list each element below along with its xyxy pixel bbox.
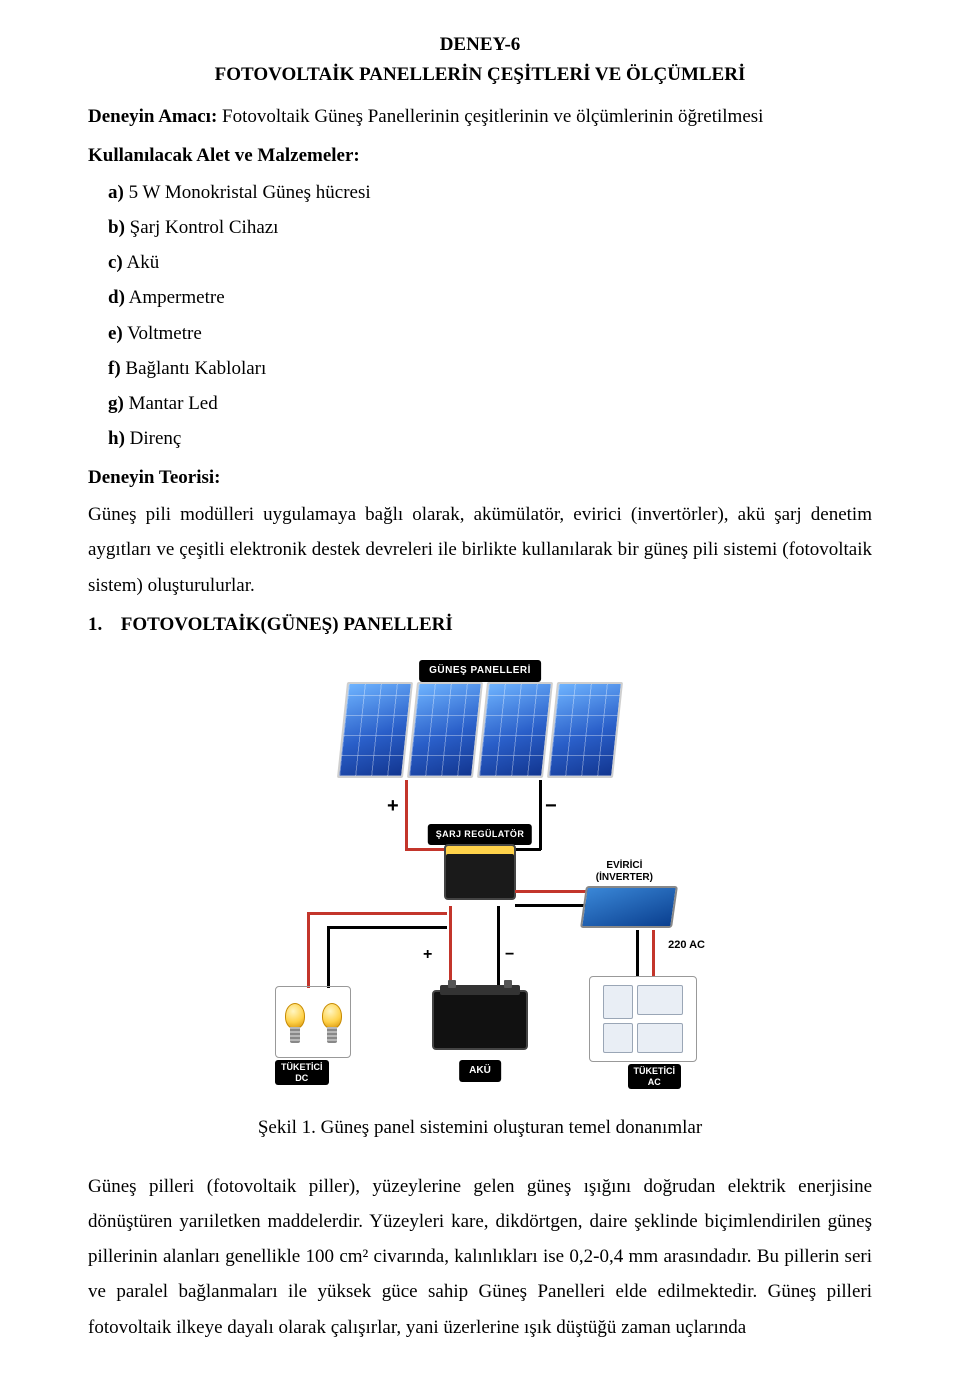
material-item: b) Şarj Kontrol Cihazı xyxy=(108,210,872,245)
material-letter: g) xyxy=(108,393,124,414)
wire-black xyxy=(497,906,500,992)
material-letter: f) xyxy=(108,358,121,379)
theory-label: Deneyin Teorisi: xyxy=(88,460,872,495)
aim-label: Deneyin Amacı: xyxy=(88,106,217,127)
theory-para: Güneş pili modülleri uygulamaya bağlı ol… xyxy=(88,497,872,602)
label-inverter-line1: EVİRİCİ xyxy=(606,860,642,871)
aim-line: Deneyin Amacı: Fotovoltaik Güneş Panelle… xyxy=(88,99,872,134)
wire-red xyxy=(307,912,310,988)
plus-icon: + xyxy=(423,940,432,970)
label-inverter-line2: (İNVERTER) xyxy=(596,872,653,883)
material-text: Ampermetre xyxy=(129,287,225,308)
charge-regulator-icon xyxy=(444,844,516,900)
minus-icon: − xyxy=(505,940,514,970)
appliance-icon xyxy=(637,1023,683,1053)
solar-panel-icon xyxy=(407,682,483,778)
figure-caption: Şekil 1. Güneş panel sistemini oluşturan… xyxy=(258,1110,702,1145)
materials-list: a) 5 W Monokristal Güneş hücresi b) Şarj… xyxy=(108,175,872,456)
material-text: Voltmetre xyxy=(127,323,202,344)
material-letter: c) xyxy=(108,252,123,273)
solar-panel-icon xyxy=(477,682,553,778)
wire-red xyxy=(405,780,408,850)
battery-terminal xyxy=(504,980,512,988)
battery-icon xyxy=(432,990,528,1050)
label-ac-line1: TÜKETİCİ xyxy=(634,1066,676,1076)
material-item: h) Direnç xyxy=(108,421,872,456)
inverter-icon xyxy=(580,886,678,928)
material-text: Mantar Led xyxy=(129,393,218,414)
material-item: a) 5 W Monokristal Güneş hücresi xyxy=(108,175,872,210)
material-item: d) Ampermetre xyxy=(108,280,872,315)
plus-icon: + xyxy=(387,788,399,825)
caption-text: Güneş panel sistemini oluşturan temel do… xyxy=(321,1117,703,1138)
material-item: c) Akü xyxy=(108,245,872,280)
material-text: Bağlantı Kabloları xyxy=(125,358,266,379)
figure-1: GÜNEŞ PANELLERİ + − ŞARJ REGÜLATÖR EVİRİ… xyxy=(88,660,872,1145)
solar-panel-array xyxy=(342,682,618,778)
caption-prefix: Şekil 1. xyxy=(258,1117,321,1138)
materials-label: Kullanılacak Alet ve Malzemeler: xyxy=(88,138,872,173)
section-number: 1. xyxy=(88,607,116,642)
battery-terminal xyxy=(448,980,456,988)
appliance-icon xyxy=(603,1023,633,1053)
label-dc-line2: DC xyxy=(295,1073,308,1083)
label-ac-consumer: TÜKETİCİ AC xyxy=(628,1064,682,1090)
material-letter: b) xyxy=(108,217,125,238)
wire-red xyxy=(515,890,589,893)
appliance-icon xyxy=(603,985,633,1019)
label-ac-line2: AC xyxy=(648,1077,661,1087)
material-item: f) Bağlantı Kabloları xyxy=(108,351,872,386)
material-letter: e) xyxy=(108,323,123,344)
doc-subtitle: FOTOVOLTAİK PANELLERİN ÇEŞİTLERİ VE ÖLÇÜ… xyxy=(88,60,872,90)
wire-black xyxy=(327,926,447,929)
label-dc-line1: TÜKETİCİ xyxy=(281,1062,323,1072)
material-letter: a) xyxy=(108,182,124,203)
body-paragraph: Güneş pilleri (fotovoltaik piller), yüze… xyxy=(88,1169,872,1345)
wire-red xyxy=(307,912,447,915)
solar-panel-icon xyxy=(547,682,623,778)
material-letter: h) xyxy=(108,428,125,449)
material-text: Akü xyxy=(126,252,159,273)
bulb-icon xyxy=(321,1003,343,1051)
material-letter: d) xyxy=(108,287,125,308)
label-220ac: 220 AC xyxy=(668,935,705,955)
solar-system-diagram: GÜNEŞ PANELLERİ + − ŞARJ REGÜLATÖR EVİRİ… xyxy=(245,660,715,1100)
material-text: Direnç xyxy=(130,428,182,449)
section-title: FOTOVOLTAİK(GÜNEŞ) PANELLERİ xyxy=(121,614,453,635)
minus-icon: − xyxy=(545,788,557,825)
solar-panel-icon xyxy=(337,682,413,778)
wire-black xyxy=(515,904,589,907)
doc-title: DENEY-6 xyxy=(88,30,872,60)
label-battery: AKÜ xyxy=(459,1060,501,1083)
label-panels: GÜNEŞ PANELLERİ xyxy=(419,660,541,683)
document-page: DENEY-6 FOTOVOLTAİK PANELLERİN ÇEŞİTLERİ… xyxy=(0,0,960,1345)
wire-red xyxy=(652,930,655,976)
material-item: e) Voltmetre xyxy=(108,316,872,351)
aim-text: Fotovoltaik Güneş Panellerinin çeşitleri… xyxy=(217,106,763,127)
dc-consumer-box xyxy=(275,986,351,1058)
wire-black xyxy=(327,926,330,988)
label-inverter: EVİRİCİ (İNVERTER) xyxy=(596,860,653,884)
appliance-icon xyxy=(637,985,683,1015)
ac-consumer-box xyxy=(589,976,697,1062)
bulb-icon xyxy=(284,1003,306,1051)
section-heading: 1. FOTOVOLTAİK(GÜNEŞ) PANELLERİ xyxy=(88,607,872,642)
material-item: g) Mantar Led xyxy=(108,386,872,421)
wire-black xyxy=(539,780,542,850)
material-text: Şarj Kontrol Cihazı xyxy=(130,217,279,238)
label-regulator: ŞARJ REGÜLATÖR xyxy=(428,824,532,845)
wire-black xyxy=(636,930,639,976)
material-text: 5 W Monokristal Güneş hücresi xyxy=(129,182,371,203)
label-dc-consumer: TÜKETİCİ DC xyxy=(275,1060,329,1086)
